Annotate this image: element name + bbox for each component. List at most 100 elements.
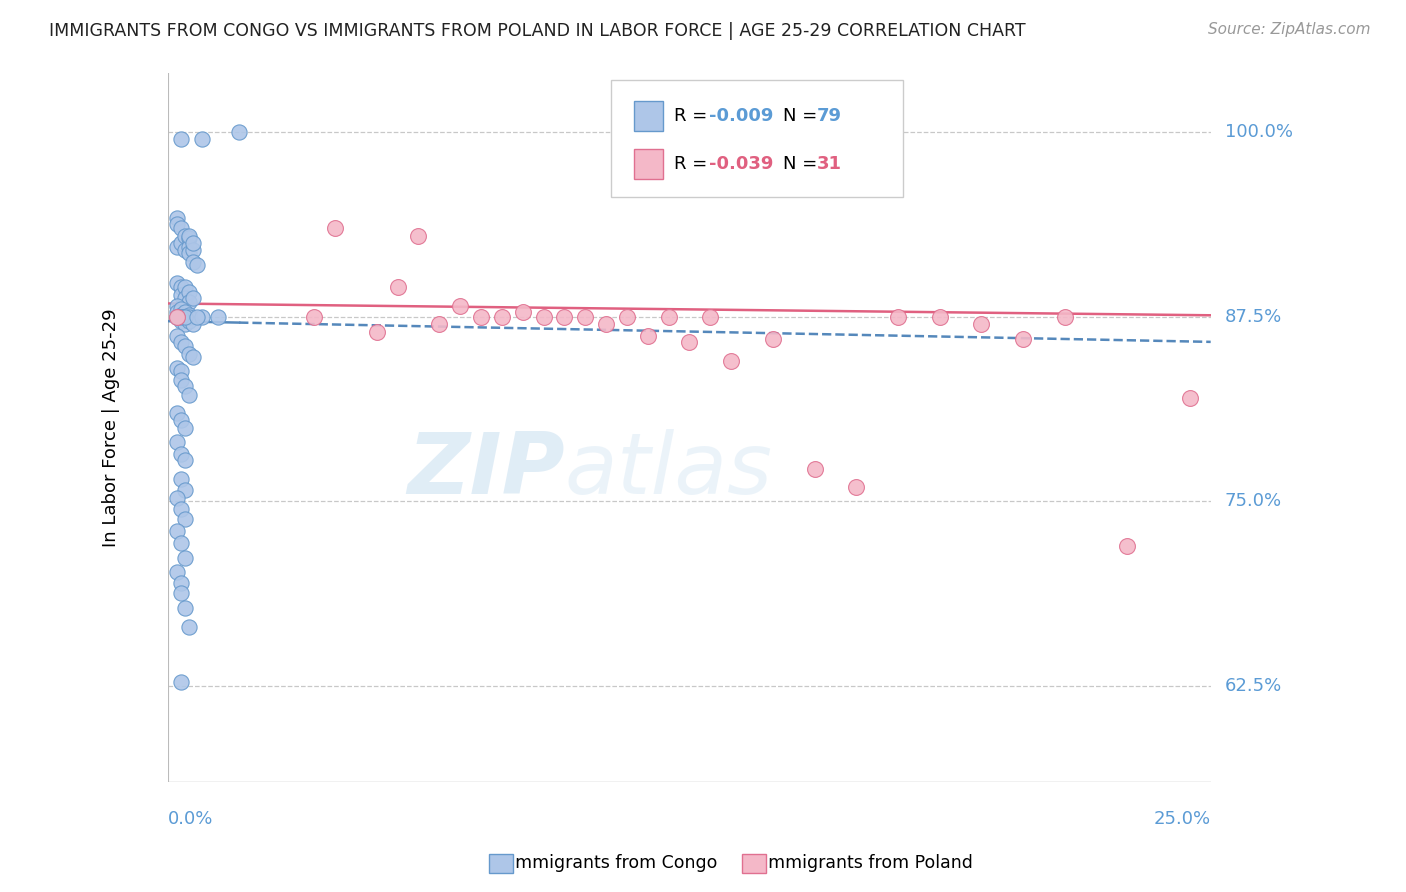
Point (174, 483, 197, 497)
Point (845, 480, 868, 494)
Point (170, 280, 193, 294)
Point (616, 310, 638, 324)
Point (179, 347, 201, 361)
Point (170, 334, 193, 349)
Text: 87.5%: 87.5% (1225, 308, 1282, 326)
Point (166, 217, 188, 231)
Text: 62.5%: 62.5% (1225, 677, 1282, 695)
Point (179, 314, 201, 328)
Point (179, 228, 201, 243)
Point (179, 246, 201, 260)
Point (170, 314, 193, 328)
Point (1053, 310, 1076, 324)
Point (762, 332, 785, 346)
Point (181, 350, 204, 364)
Point (449, 300, 471, 314)
Point (170, 364, 193, 378)
Point (166, 300, 188, 314)
Point (190, 132, 212, 146)
Point (174, 310, 197, 324)
Point (170, 536, 193, 550)
Point (166, 310, 188, 324)
Point (720, 354, 742, 368)
Point (512, 305, 534, 319)
Point (970, 317, 993, 331)
Point (166, 524, 188, 538)
Point (174, 311, 197, 326)
Point (179, 285, 201, 299)
FancyBboxPatch shape (634, 149, 664, 179)
Text: N =: N = (783, 107, 824, 125)
Point (166, 305, 188, 319)
Point (181, 235, 204, 250)
Point (166, 240, 188, 254)
Text: 0.0%: 0.0% (169, 810, 214, 828)
Point (174, 339, 197, 353)
Text: atlas: atlas (564, 429, 772, 512)
Point (166, 406, 188, 420)
Point (174, 420, 197, 434)
Point (170, 472, 193, 486)
Point (166, 329, 188, 343)
Point (170, 310, 193, 324)
Text: 25.0%: 25.0% (1153, 810, 1211, 828)
Point (181, 244, 204, 258)
Point (170, 302, 193, 317)
Point (174, 280, 197, 294)
Point (323, 221, 346, 235)
Point (166, 566, 188, 580)
Point (207, 310, 229, 324)
Point (174, 317, 197, 331)
Text: In Labor Force | Age 25-29: In Labor Force | Age 25-29 (103, 309, 120, 547)
Point (186, 258, 208, 272)
Point (678, 334, 700, 349)
Point (179, 388, 201, 402)
Point (366, 325, 388, 339)
Point (170, 373, 193, 387)
Text: 79: 79 (817, 107, 842, 125)
FancyBboxPatch shape (634, 101, 664, 131)
Text: IMMIGRANTS FROM CONGO VS IMMIGRANTS FROM POLAND IN LABOR FORCE | AGE 25-29 CORRE: IMMIGRANTS FROM CONGO VS IMMIGRANTS FROM… (49, 22, 1026, 40)
Point (574, 310, 596, 324)
Point (887, 310, 910, 324)
Point (179, 240, 201, 254)
Point (166, 310, 188, 324)
Point (803, 462, 825, 476)
Point (170, 674, 193, 689)
Point (186, 310, 208, 324)
Point (228, 125, 250, 139)
Text: -0.009: -0.009 (709, 107, 773, 125)
Point (174, 228, 197, 243)
Text: R =: R = (673, 107, 713, 125)
Point (170, 287, 193, 301)
Point (170, 235, 193, 250)
Point (170, 413, 193, 427)
Point (170, 586, 193, 600)
Point (174, 379, 197, 393)
Point (170, 310, 193, 324)
Text: 31: 31 (817, 155, 842, 173)
Point (1012, 332, 1035, 346)
Point (595, 317, 617, 331)
Point (170, 310, 193, 324)
Text: Immigrants from Congo: Immigrants from Congo (499, 855, 717, 872)
Point (170, 308, 193, 322)
Point (174, 550, 197, 565)
Point (174, 305, 197, 319)
Point (553, 310, 575, 324)
Point (181, 291, 204, 305)
Text: 100.0%: 100.0% (1225, 123, 1292, 141)
Point (533, 310, 555, 324)
Point (166, 310, 188, 324)
Point (170, 221, 193, 235)
Point (181, 255, 204, 269)
Point (166, 435, 188, 450)
Text: R =: R = (673, 155, 713, 173)
Text: 75.0%: 75.0% (1225, 492, 1282, 510)
Point (174, 600, 197, 615)
Point (1178, 391, 1201, 405)
Point (166, 211, 188, 225)
Point (174, 453, 197, 467)
Point (408, 228, 430, 243)
Point (179, 295, 201, 310)
